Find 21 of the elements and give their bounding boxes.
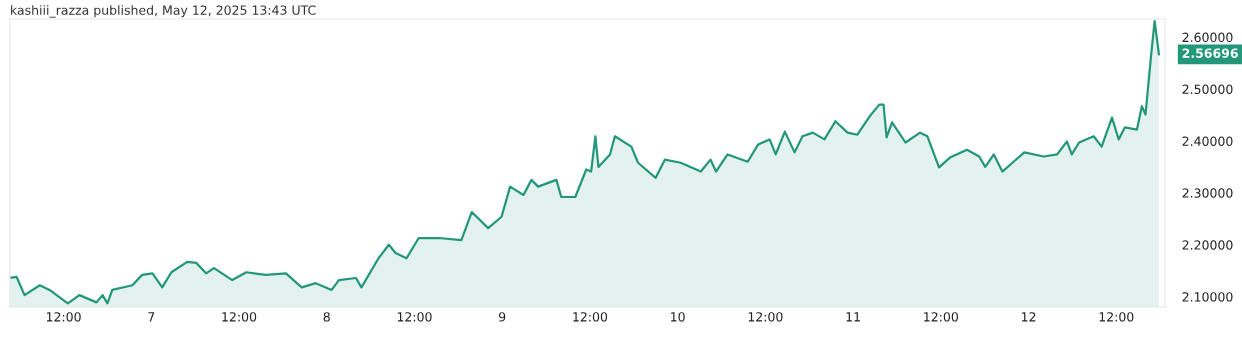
x-tick-label: 8 xyxy=(323,312,330,322)
x-tick-label: 12:00 xyxy=(924,312,958,322)
x-tick-label: 12 xyxy=(1021,312,1036,322)
y-tick-label: 2.50000 xyxy=(1182,84,1233,94)
y-tick-label: 2.60000 xyxy=(1182,32,1233,43)
x-tick-label: 11 xyxy=(846,312,860,322)
text: 2.56696 xyxy=(1182,48,1238,58)
x-tick-label: 12:00 xyxy=(222,312,257,322)
y-tick-label: 2.40000 xyxy=(1182,136,1233,146)
x-tick-label: 12:00 xyxy=(748,312,783,322)
y-tick-label: 2.10000 xyxy=(1182,292,1233,302)
y-tick-label: 2.20000 xyxy=(1182,240,1233,250)
chart-title: kashiii_razza published, May 12, 2025 13:43 UTC xyxy=(11,5,316,18)
x-tick-label: 12:00 xyxy=(397,312,432,322)
x-tick-label: 9 xyxy=(498,312,506,322)
x-tick-label: 10 xyxy=(671,312,685,322)
y-tick-label: 2.30000 xyxy=(1182,188,1233,198)
x-tick-label: 12:00 xyxy=(46,312,81,322)
x-tick-label: 7 xyxy=(148,312,155,322)
x-tick-label: 12:00 xyxy=(1099,312,1134,322)
x-tick-label: 12:00 xyxy=(573,312,608,322)
